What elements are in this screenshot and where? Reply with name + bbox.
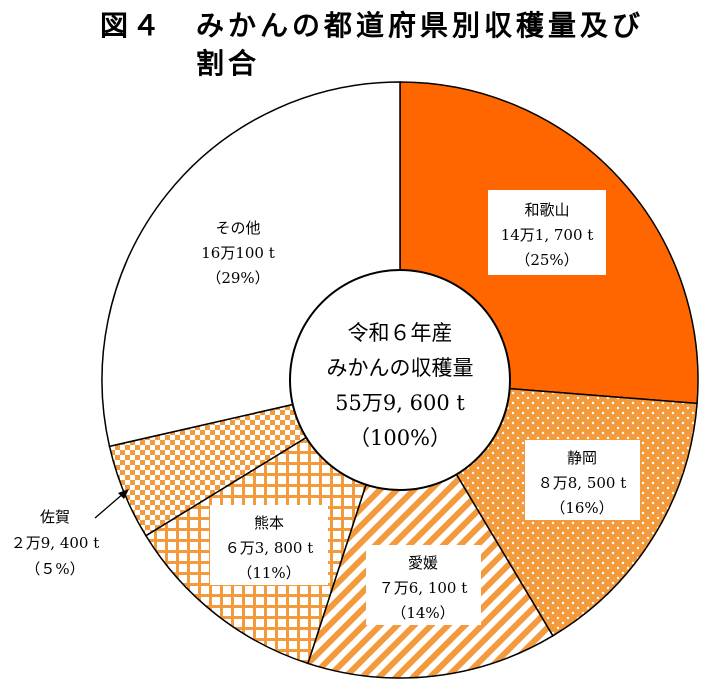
- label-shizuoka-name: 静岡: [567, 449, 597, 467]
- label-shizuoka-amount: ８万8, 500 t: [538, 474, 627, 492]
- center-label-total: 55万9, 600 t: [335, 391, 465, 415]
- label-shizuoka-pct: （16%）: [550, 499, 613, 517]
- label-box-ehime: [366, 545, 481, 625]
- label-wakayama-pct: （25%）: [515, 251, 578, 269]
- label-ehime-amount: ７万6, 100 t: [379, 579, 468, 597]
- chart-title-line1: 図４ みかんの都道府県別収穫量及び: [100, 9, 645, 42]
- label-wakayama-name: 和歌山: [524, 201, 569, 219]
- label-kumamoto-name: 熊本: [254, 514, 284, 532]
- chart-title-line2: 割合: [196, 47, 261, 80]
- saga-leader-arrowhead: [118, 489, 129, 499]
- label-box-kumamoto: [210, 505, 328, 585]
- label-wakayama-amount: 14万1, 700 t: [501, 226, 594, 244]
- center-hole: [289, 269, 511, 491]
- label-box-shizuoka: [525, 440, 640, 520]
- label-kumamoto-amount: ６万3, 800 t: [225, 539, 314, 557]
- label-ehime-name: 愛媛: [408, 554, 438, 572]
- center-label-pct: （100%）: [349, 426, 451, 450]
- label-other-pct: （29%）: [206, 269, 269, 287]
- label-saga-name: 佐賀: [40, 508, 70, 526]
- label-kumamoto-pct: （11%）: [237, 564, 300, 582]
- label-other-amount: 16万100 t: [201, 244, 275, 262]
- saga-leader-line: [94, 492, 125, 519]
- label-other-name: その他: [215, 219, 260, 237]
- label-box-wakayama: [488, 190, 606, 275]
- label-saga-pct: （５%）: [25, 560, 84, 578]
- label-saga-amount: ２万9, 400 t: [11, 534, 100, 552]
- center-label-title: みかんの収穫量: [327, 356, 474, 380]
- label-ehime-pct: （14%）: [391, 604, 454, 622]
- center-label-year: 令和６年産: [348, 321, 453, 345]
